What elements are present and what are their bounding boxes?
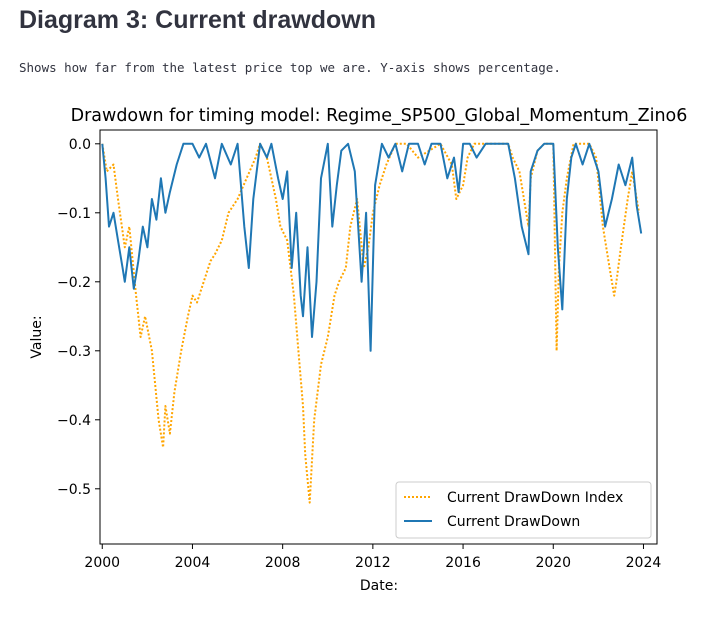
- drawdown-line: [101, 142, 643, 352]
- drawdown-index-line: [101, 142, 640, 504]
- x-tick-label: 2016: [445, 555, 481, 571]
- x-tick-label: 2008: [265, 555, 301, 571]
- legend-label-drawdown: Current DrawDown: [447, 514, 580, 530]
- legend-label-index: Current DrawDown Index: [447, 490, 623, 506]
- page-description: Shows how far from the latest price top …: [19, 60, 561, 75]
- plot-frame: [99, 129, 658, 545]
- x-tick-label: 2020: [535, 555, 571, 571]
- x-axis-label: Date:: [360, 578, 398, 594]
- y-tick-label: −0.1: [57, 206, 91, 222]
- y-tick-label: −0.5: [57, 482, 91, 498]
- y-tick-label: 0.0: [69, 137, 91, 153]
- chart-title: Drawdown for timing model: Regime_SP500_…: [71, 106, 688, 126]
- y-tick-label: −0.2: [57, 275, 91, 291]
- y-tick-label: −0.4: [57, 413, 91, 429]
- x-tick-label: 2012: [355, 555, 391, 571]
- legend-box: [395, 481, 652, 539]
- x-tick-label: 2004: [175, 555, 211, 571]
- page-title: Diagram 3: Current drawdown: [19, 6, 376, 34]
- chart-legend: Current DrawDown Index Current DrawDown: [395, 481, 652, 539]
- x-tick-label: 2024: [626, 555, 662, 571]
- x-tick-label: 2000: [84, 555, 120, 571]
- y-tick-label: −0.3: [57, 344, 91, 360]
- y-axis-label: Value:: [29, 315, 45, 358]
